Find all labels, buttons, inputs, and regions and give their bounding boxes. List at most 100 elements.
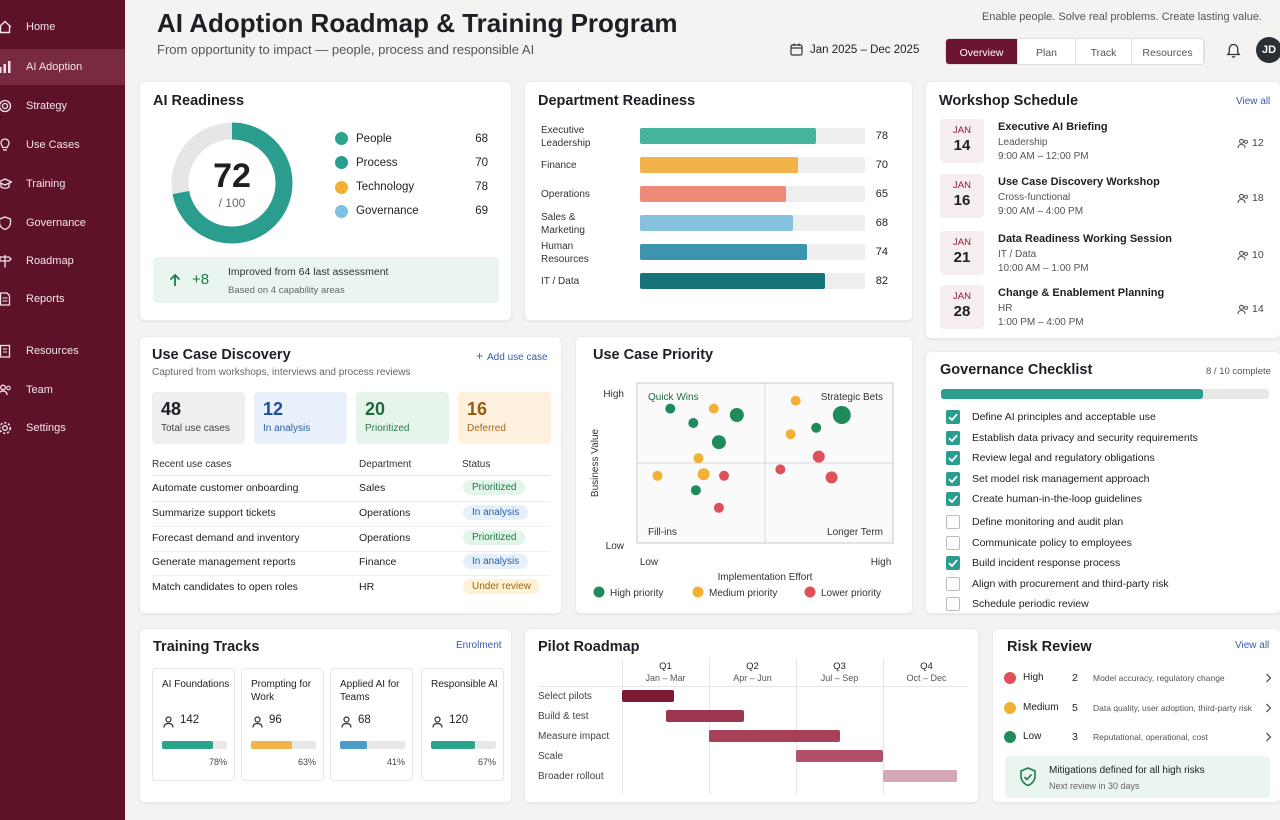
date-range-picker[interactable]: Jan 2025 – Dec 2025 (790, 43, 919, 56)
workshops-view-all-link[interactable]: View all (1236, 96, 1271, 107)
roadmap-quarter: Q3 (833, 661, 846, 672)
roadmap-quarter-months: Oct – Dec (906, 673, 947, 683)
sidebar-item-label: Resources (26, 345, 79, 357)
sidebar-item-use-cases[interactable]: Use Cases (0, 127, 125, 163)
use-case-stat-tile[interactable]: 12 In analysis (254, 392, 347, 444)
training-track-tile[interactable]: Responsible AI 120 67% (421, 668, 504, 781)
roadmap-row-label: Broader rollout (538, 771, 604, 782)
workshop-title[interactable]: Executive AI Briefing (998, 121, 1108, 133)
use-case-row[interactable]: Automate customer onboarding Sales Priorit… (140, 480, 563, 504)
enrolment-link[interactable]: Enrolment (456, 640, 502, 651)
target-icon (0, 99, 12, 113)
roadmap-bar[interactable] (709, 730, 840, 742)
priority-point[interactable] (693, 453, 704, 464)
use-case-stat-tile[interactable]: 20 Prioritized (356, 392, 449, 444)
sidebar-item-label: Use Cases (26, 139, 80, 151)
tab-overview[interactable]: Overview (946, 39, 1018, 64)
priority-point[interactable] (832, 406, 851, 424)
priority-point[interactable] (711, 435, 726, 450)
use-case-stat-tile[interactable]: 16 Deferred (458, 392, 551, 444)
sidebar-item-team[interactable]: Team (0, 372, 125, 408)
roadmap-bar[interactable] (622, 690, 675, 702)
training-track-name: AI Foundations (162, 679, 230, 690)
use-case-row[interactable]: Match candidates to open roles HR Under re… (140, 579, 563, 603)
readiness-item-value: 70 (475, 156, 488, 169)
avatar[interactable]: JD (1256, 37, 1280, 63)
roadmap-bar[interactable] (796, 750, 883, 762)
training-track-tile[interactable]: Applied AI for Teams 68 41% (330, 668, 413, 781)
priority-point[interactable] (785, 429, 796, 440)
x-tick-label: Low (640, 557, 659, 568)
tab-resources[interactable]: Resources (1132, 39, 1204, 64)
use-case-row[interactable]: Generate management reports Finance In ana… (140, 554, 563, 578)
priority-point[interactable] (729, 408, 744, 422)
priority-point[interactable] (719, 470, 730, 481)
y-tick-label: Low (606, 541, 625, 552)
checkbox-checked[interactable] (946, 556, 960, 571)
sidebar-item-label: Settings (26, 422, 66, 434)
priority-point[interactable] (665, 403, 676, 414)
training-track-tile[interactable]: AI Foundations 142 78% (152, 668, 235, 781)
workshop-title[interactable]: Data Readiness Working Session (998, 233, 1173, 245)
checkbox-unchecked[interactable] (946, 515, 960, 529)
checkbox-checked[interactable] (946, 410, 960, 424)
priority-point[interactable] (690, 485, 701, 496)
add-use-case-button[interactable]: + Add use case (476, 349, 548, 363)
priority-point[interactable] (812, 450, 825, 463)
workshop-group: HR (998, 303, 1013, 314)
roadmap-bar[interactable] (665, 710, 744, 722)
risk-view-all-link[interactable]: View all (1235, 640, 1270, 651)
use-case-row[interactable]: Forecast demand and inventory Operations P… (140, 529, 563, 554)
checklist-item-label: Establish data privacy and security requ… (972, 431, 1198, 444)
priority-point[interactable] (652, 470, 663, 481)
roadmap-bar[interactable] (883, 770, 957, 782)
checkbox-checked[interactable] (946, 471, 960, 486)
bell-icon[interactable] (1226, 43, 1241, 59)
checkbox-unchecked[interactable] (946, 576, 960, 591)
sidebar-item-home[interactable]: Home (0, 9, 125, 45)
sidebar-item-ai-adoption[interactable]: AI Adoption (0, 49, 125, 85)
sidebar-item-training[interactable]: Training (0, 166, 125, 202)
checkbox-unchecked[interactable] (946, 535, 960, 550)
use-case-stat-tile[interactable]: 48 Total use cases (152, 392, 245, 444)
checkbox-unchecked[interactable] (946, 597, 960, 612)
use-case-stat-label: Prioritized (365, 423, 410, 434)
workshop-title[interactable]: Change & Enablement Planning (998, 287, 1165, 299)
sidebar-item-label: Team (26, 384, 53, 396)
risk-count: 3 (1072, 731, 1078, 743)
tab-track[interactable]: Track (1076, 39, 1132, 64)
priority-point[interactable] (790, 395, 801, 406)
checklist-item-label: Communicate policy to employees (972, 536, 1132, 549)
tagline: Enable people. Solve real problems. Crea… (981, 11, 1262, 23)
check-icon (948, 434, 958, 442)
workshop-group: Cross-functional (998, 192, 1071, 203)
checkbox-checked[interactable] (946, 430, 960, 445)
sidebar-item-strategy[interactable]: Strategy (0, 88, 125, 124)
training-track-tile[interactable]: Prompting for Work 96 63% (241, 668, 324, 781)
sidebar-item-governance[interactable]: Governance (0, 205, 125, 241)
priority-point[interactable] (775, 464, 786, 475)
priority-point[interactable] (811, 422, 822, 433)
sidebar-item-roadmap[interactable]: Roadmap (0, 243, 125, 279)
sidebar-item-reports[interactable]: Reports (0, 281, 125, 317)
governance-progress-text: 8 / 10 complete (1206, 366, 1271, 377)
sidebar-item-resources[interactable]: Resources (0, 333, 125, 369)
department-bar (640, 273, 825, 289)
risk-level-dot (1004, 731, 1016, 743)
priority-point[interactable] (697, 468, 710, 481)
priority-point[interactable] (688, 418, 699, 428)
workshop-attendee-count: 10 (1252, 249, 1264, 261)
priority-point[interactable] (825, 471, 838, 484)
risk-row-high[interactable]: High 2 Model accuracy, regulatory change (993, 671, 1280, 691)
tab-plan[interactable]: Plan (1018, 39, 1076, 64)
use-case-row[interactable]: Summarize support tickets Operations In an… (140, 504, 563, 529)
checkbox-checked[interactable] (946, 451, 960, 466)
priority-point[interactable] (708, 403, 719, 414)
roadmap-row-label: Build & test (538, 711, 589, 722)
workshop-title[interactable]: Use Case Discovery Workshop (998, 176, 1160, 188)
checkbox-checked[interactable] (946, 492, 960, 507)
risk-row-low[interactable]: Low 3 Reputational, operational, cost (993, 730, 1280, 750)
sidebar-item-settings[interactable]: Settings (0, 410, 125, 446)
priority-point[interactable] (713, 502, 724, 513)
risk-row-medium[interactable]: Medium 5 Data quality, user adoption, thir… (993, 701, 1280, 721)
